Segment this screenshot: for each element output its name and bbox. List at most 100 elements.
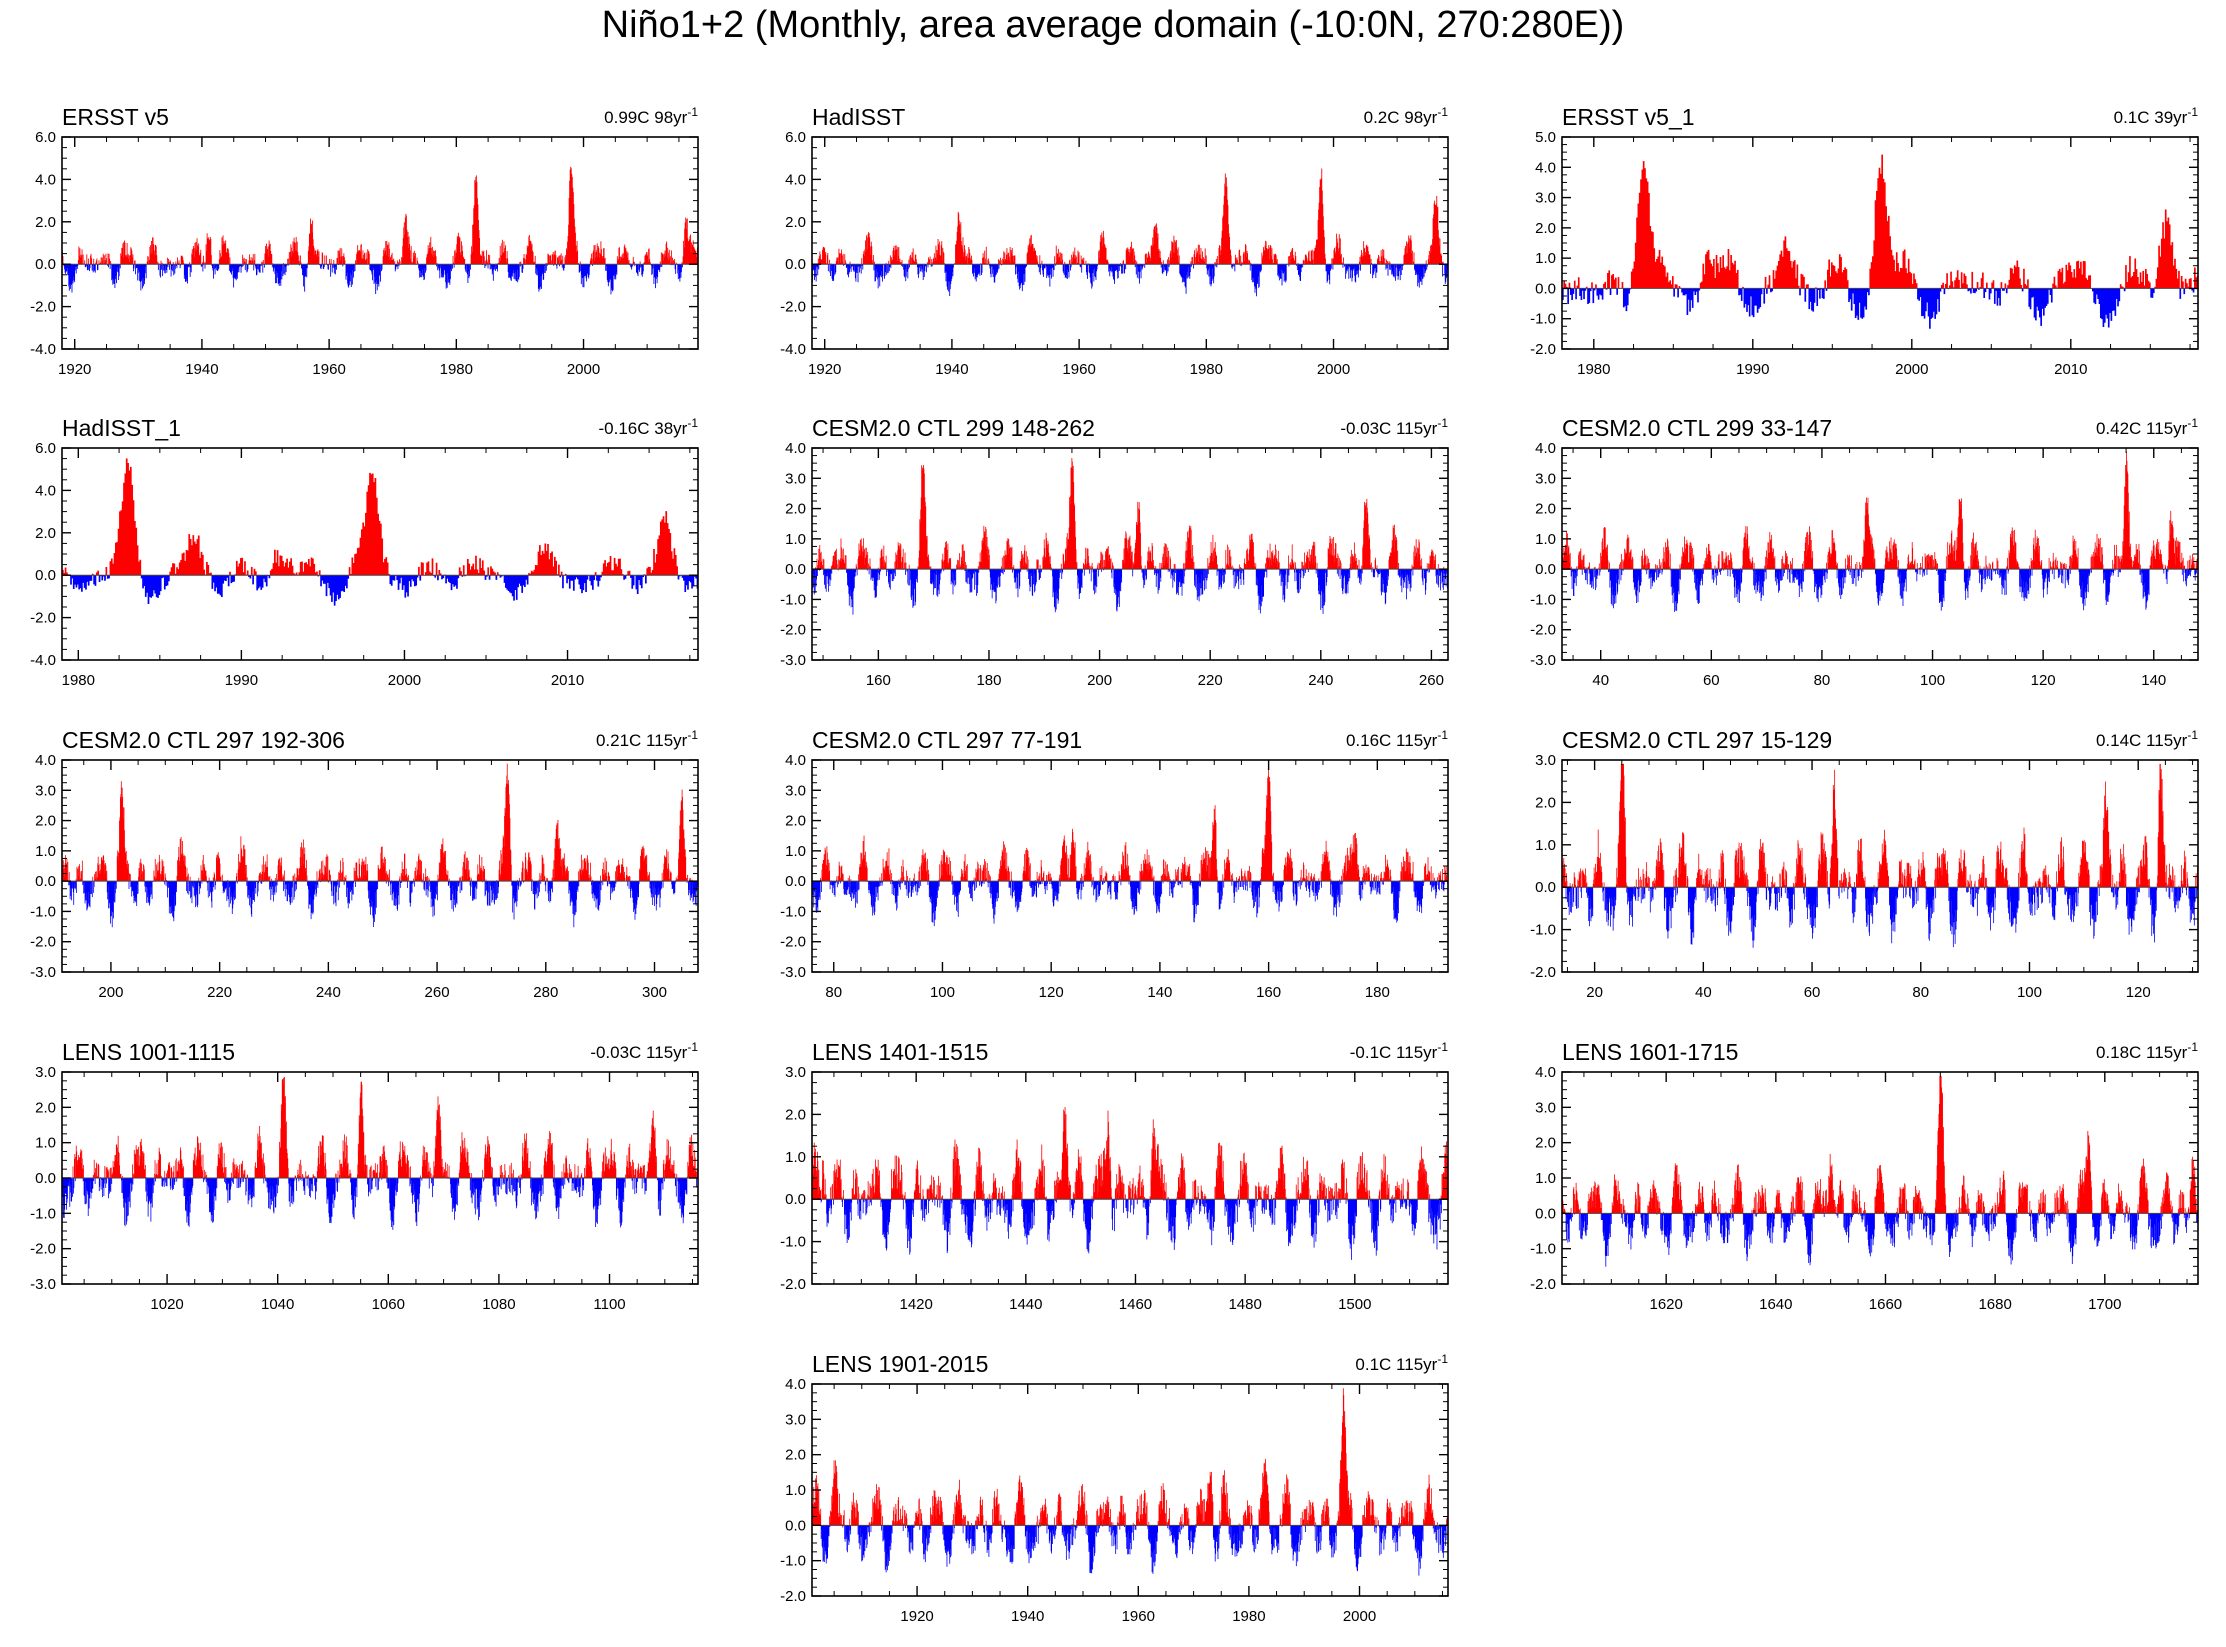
panel-title: HadISST_1 <box>62 415 181 441</box>
y-tick-label: -2.0 <box>780 934 806 951</box>
panel-trend: 0.1C 115yr-1 <box>1355 1352 1448 1374</box>
x-tick-label: 2010 <box>2054 361 2087 378</box>
y-tick-label: 1.0 <box>35 1135 56 1152</box>
chart-panel-10: LENS 1001-1115 -0.03C 115yr-1 -3.0 -2.0 -1.0… <box>30 1039 699 1313</box>
chart-panel-4: HadISST_1 -0.16C 38yr-1 -4.0 -2.0 0.0 2.0 4.0 6… <box>30 415 699 689</box>
y-tick-label: 2.0 <box>1535 794 1556 811</box>
x-tick-label: 1990 <box>1736 361 1769 378</box>
x-tick-label: 1980 <box>1577 361 1610 378</box>
panel-title: LENS 1901-2015 <box>812 1351 988 1377</box>
x-tick-label: 80 <box>825 984 842 1001</box>
y-tick-label: 4.0 <box>1535 159 1556 176</box>
y-tick-label: 1.0 <box>1535 531 1556 548</box>
y-tick-label: -1.0 <box>30 903 56 920</box>
x-tick-label: 80 <box>1912 984 1929 1001</box>
positive-anomaly-bars <box>71 1077 699 1178</box>
x-tick-label: 1960 <box>1122 1608 1155 1625</box>
y-tick-label: 1.0 <box>35 843 56 860</box>
y-tick-label: 0.0 <box>35 873 56 890</box>
x-tick-label: 200 <box>98 984 123 1001</box>
panel-title: CESM2.0 CTL 297 15-129 <box>1562 727 1832 753</box>
y-tick-label: 4.0 <box>35 171 56 188</box>
panel-trend: 0.16C 115yr-1 <box>1346 728 1448 750</box>
y-tick-label: 0.0 <box>785 873 806 890</box>
x-tick-label: 260 <box>1419 672 1444 689</box>
negative-anomaly-bars <box>812 881 1449 927</box>
x-tick-label: 1020 <box>150 1296 183 1313</box>
y-tick-label: -1.0 <box>780 591 806 608</box>
figure-title: Niño1+2 (Monthly, area average domain (-… <box>601 4 1625 46</box>
positive-anomaly-bars <box>1562 1076 2199 1214</box>
positive-anomaly-bars <box>62 458 678 576</box>
x-tick-label: 1990 <box>225 672 258 689</box>
chart-panel-5: CESM2.0 CTL 299 148-262 -0.03C 115yr-1 -3.… <box>780 415 1449 689</box>
panel-title: CESM2.0 CTL 297 77-191 <box>812 727 1082 753</box>
y-tick-label: 1.0 <box>785 1149 806 1166</box>
y-tick-label: -1.0 <box>1530 591 1556 608</box>
y-tick-label: -2.0 <box>780 622 806 639</box>
negative-anomaly-bars <box>1565 1213 2198 1267</box>
y-tick-label: -1.0 <box>780 1234 806 1251</box>
x-tick-label: 260 <box>425 984 450 1001</box>
y-tick-label: -2.0 <box>30 610 56 627</box>
y-tick-label: 3.0 <box>1535 752 1556 769</box>
x-tick-label: 1420 <box>899 1296 932 1313</box>
x-tick-label: 1440 <box>1009 1296 1042 1313</box>
panel-title: HadISST <box>812 104 905 130</box>
y-tick-label: 0.0 <box>785 256 806 273</box>
y-tick-label: 0.0 <box>785 561 806 578</box>
x-tick-label: 100 <box>2017 984 2042 1001</box>
y-tick-label: -1.0 <box>1530 922 1556 939</box>
panel-title: CESM2.0 CTL 297 192-306 <box>62 727 345 753</box>
x-tick-label: 20 <box>1586 984 1603 1001</box>
panel-title: ERSST v5_1 <box>1562 104 1695 130</box>
x-tick-label: 220 <box>1198 672 1223 689</box>
y-tick-label: -2.0 <box>1530 1276 1556 1293</box>
x-tick-label: 1700 <box>2088 1296 2121 1313</box>
x-tick-label: 120 <box>2126 984 2151 1001</box>
y-tick-label: 1.0 <box>785 1482 806 1499</box>
x-tick-label: 120 <box>2031 672 2056 689</box>
x-tick-label: 140 <box>1147 984 1172 1001</box>
panel-title: LENS 1001-1115 <box>62 1039 235 1065</box>
x-tick-label: 100 <box>1920 672 1945 689</box>
negative-anomaly-bars <box>62 881 699 928</box>
y-tick-label: 0.0 <box>35 1170 56 1187</box>
y-tick-label: 3.0 <box>785 470 806 487</box>
negative-anomaly-bars <box>63 264 683 295</box>
panel-trend: -0.1C 115yr-1 <box>1350 1040 1449 1062</box>
y-tick-label: -3.0 <box>780 964 806 981</box>
x-tick-label: 40 <box>1592 672 1609 689</box>
x-tick-label: 1920 <box>808 361 841 378</box>
y-tick-label: 2.0 <box>785 501 806 518</box>
y-tick-label: -1.0 <box>1530 1241 1556 1258</box>
y-tick-label: 4.0 <box>785 440 806 457</box>
x-tick-label: 1480 <box>1228 1296 1261 1313</box>
y-tick-label: 2.0 <box>785 214 806 231</box>
y-tick-label: 2.0 <box>35 214 56 231</box>
y-tick-label: -2.0 <box>1530 622 1556 639</box>
y-tick-label: 2.0 <box>785 1447 806 1464</box>
y-tick-label: 3.0 <box>35 782 56 799</box>
negative-anomaly-bars <box>812 264 1449 297</box>
y-tick-label: 2.0 <box>35 1099 56 1116</box>
y-tick-label: -4.0 <box>30 652 56 669</box>
x-tick-label: 1060 <box>372 1296 405 1313</box>
y-tick-label: 0.0 <box>1535 879 1556 896</box>
y-tick-label: 4.0 <box>785 171 806 188</box>
x-tick-label: 1920 <box>900 1608 933 1625</box>
y-tick-label: 3.0 <box>1535 1099 1556 1116</box>
y-tick-label: -2.0 <box>30 934 56 951</box>
y-tick-label: 6.0 <box>35 440 56 457</box>
panel-trend: 0.1C 39yr-1 <box>2114 105 2199 127</box>
x-tick-label: 1980 <box>62 672 95 689</box>
y-tick-label: 4.0 <box>1535 1064 1556 1081</box>
y-tick-label: 2.0 <box>1535 220 1556 237</box>
positive-anomaly-bars <box>1562 763 2199 888</box>
y-tick-label: -1.0 <box>780 1553 806 1570</box>
panel-trend: 0.2C 98yr-1 <box>1364 105 1449 127</box>
x-tick-label: 60 <box>1703 672 1720 689</box>
x-tick-label: 1660 <box>1869 1296 1902 1313</box>
y-tick-label: 4.0 <box>35 752 56 769</box>
panel-title: CESM2.0 CTL 299 33-147 <box>1562 415 1832 441</box>
